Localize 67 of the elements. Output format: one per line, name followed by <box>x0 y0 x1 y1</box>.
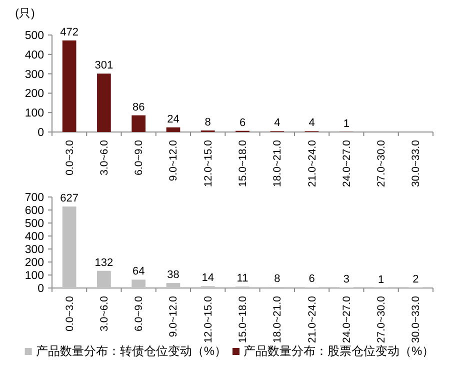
data-label: 86 <box>132 101 145 114</box>
y-tick-label: 200 <box>24 88 44 100</box>
y-tick-label: 500 <box>24 30 44 42</box>
data-label: 2 <box>412 274 419 286</box>
bar <box>166 283 180 288</box>
y-tick-label: 500 <box>24 218 44 230</box>
x-tick-label: 0.0~3.0 <box>64 140 76 176</box>
bar <box>97 74 111 132</box>
y-tick-label: 400 <box>24 231 44 243</box>
x-tick-label: 12.0~15.0 <box>202 140 214 188</box>
data-label: 8 <box>274 272 280 285</box>
y-tick-label: 100 <box>24 270 44 282</box>
data-label: 301 <box>94 60 114 72</box>
x-tick-label: 9.0~12.0 <box>168 296 180 338</box>
x-tick-label: 24.0~27.0 <box>340 140 353 188</box>
data-label: 4 <box>274 117 280 130</box>
data-label: 6 <box>308 273 315 286</box>
x-tick-label: 30.0~33.0 <box>410 140 422 188</box>
bar <box>97 270 111 288</box>
legend-label: 产品数量分布：转债仓位变动（%） <box>36 344 226 358</box>
x-tick-label: 18.0~21.0 <box>272 140 284 188</box>
x-tick-label: 15.0~18.0 <box>237 296 249 344</box>
y-tick-label: 600 <box>24 205 44 217</box>
y-tick-label: 0 <box>38 127 44 139</box>
y-tick-label: 300 <box>24 68 44 81</box>
data-label: 472 <box>60 26 78 38</box>
y-tick-label: 700 <box>24 192 44 204</box>
data-label: 1 <box>378 274 384 286</box>
x-tick-label: 6.0~9.0 <box>133 140 146 176</box>
bar <box>62 40 76 132</box>
y-tick-label: 400 <box>24 49 44 62</box>
data-label: 627 <box>60 192 78 204</box>
data-label: 6 <box>239 116 246 129</box>
y-tick-label: 200 <box>24 257 44 269</box>
data-label: 132 <box>94 256 114 269</box>
data-label: 64 <box>132 266 145 278</box>
bar <box>132 115 146 132</box>
y-tick-label: 0 <box>38 283 44 295</box>
bar <box>132 280 146 288</box>
data-label: 3 <box>343 274 350 286</box>
x-tick-label: 18.0~21.0 <box>272 296 284 344</box>
y-axis-title: (只) <box>15 7 35 20</box>
data-label: 4 <box>308 117 315 130</box>
x-tick-label: 0.0~3.0 <box>64 296 76 332</box>
y-tick-label: 100 <box>24 108 44 120</box>
x-tick-label: 30.0~33.0 <box>410 296 422 344</box>
data-label: 11 <box>236 272 248 285</box>
data-label: 38 <box>167 269 180 282</box>
x-tick-label: 12.0~15.0 <box>202 296 214 344</box>
x-tick-label: 15.0~18.0 <box>237 140 249 188</box>
data-label: 8 <box>204 116 211 128</box>
x-tick-label: 3.0~6.0 <box>98 140 110 176</box>
x-tick-label: 3.0~6.0 <box>98 296 110 332</box>
legend-label: 产品数量分布：股票仓位变动（%） <box>244 344 434 358</box>
x-tick-label: 21.0~24.0 <box>306 296 318 344</box>
bar <box>62 206 76 288</box>
x-tick-label: 6.0~9.0 <box>133 296 146 332</box>
data-label: 14 <box>202 272 214 284</box>
x-tick-label: 27.0~30.0 <box>376 140 388 188</box>
bar <box>166 127 180 132</box>
x-tick-label: 24.0~27.0 <box>340 296 353 344</box>
x-tick-label: 9.0~12.0 <box>168 140 180 182</box>
y-tick-label: 300 <box>24 244 44 256</box>
data-label: 24 <box>167 113 180 126</box>
data-label: 1 <box>343 118 350 130</box>
x-tick-label: 27.0~30.0 <box>376 296 388 344</box>
x-tick-label: 21.0~24.0 <box>306 140 318 188</box>
